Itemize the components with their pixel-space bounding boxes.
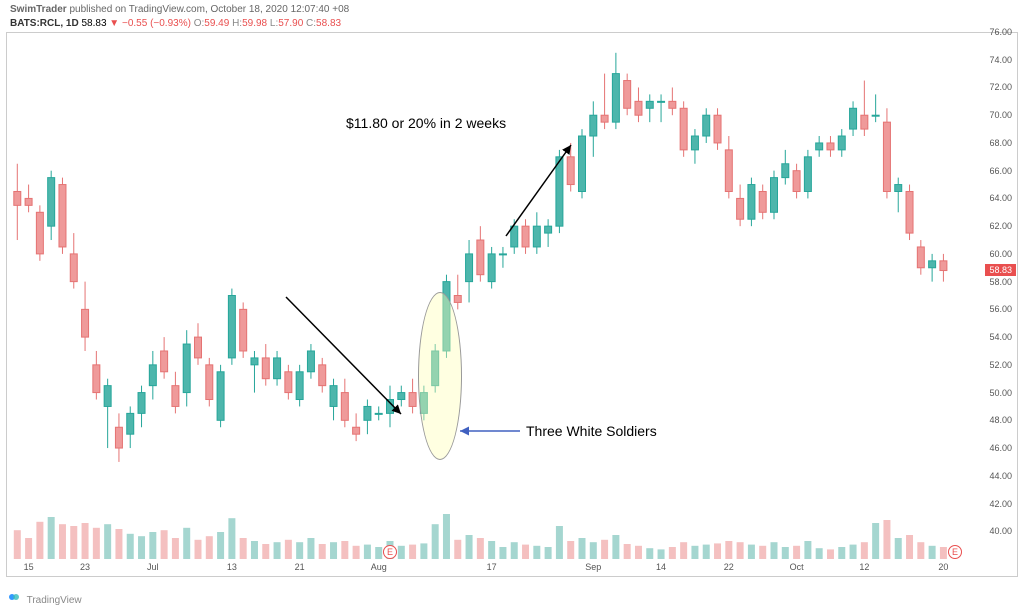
x-tick: 17 <box>487 562 497 572</box>
x-tick: Aug <box>371 562 387 572</box>
c-label: C: <box>306 18 316 29</box>
o-val: 59.49 <box>204 18 229 29</box>
y-tick: 46.00 <box>989 443 1012 453</box>
price-axis[interactable]: 40.00 42.00 44.00 46.00 48.00 50.00 52.00 54.00… <box>968 32 1018 559</box>
y-tick: 70.00 <box>989 110 1012 120</box>
h-val: 59.98 <box>242 18 267 29</box>
y-tick: 52.00 <box>989 360 1012 370</box>
earnings-marker-icon[interactable]: E <box>948 545 962 559</box>
current-price-label: 58.83 <box>985 264 1016 276</box>
x-tick: Oct <box>790 562 804 572</box>
y-tick: 62.00 <box>989 221 1012 231</box>
y-tick: 48.00 <box>989 415 1012 425</box>
x-tick: 23 <box>80 562 90 572</box>
footer-brand: TradingView <box>27 595 82 606</box>
symbol-info: BATS:RCL, 1D 58.83 ▼ −0.55 (−0.93%) O:59… <box>10 18 341 29</box>
chart-area[interactable]: $11.80 or 20% in 2 weeks Three White Sol… <box>6 32 966 559</box>
footer: TradingView <box>8 591 82 606</box>
time-axis[interactable]: 15 23 Jul 13 21 Aug 17 Sep 14 22 Oct 12 20 <box>6 559 966 577</box>
y-tick: 50.00 <box>989 388 1012 398</box>
o-label: O: <box>194 18 205 29</box>
y-tick: 66.00 <box>989 166 1012 176</box>
source: published on TradingView.com, <box>69 4 207 15</box>
x-tick: Jul <box>147 562 159 572</box>
x-tick: 22 <box>724 562 734 572</box>
y-tick: 64.00 <box>989 193 1012 203</box>
timestamp: October 18, 2020 12:07:40 +08 <box>211 4 350 15</box>
y-tick: 58.00 <box>989 277 1012 287</box>
y-tick: 54.00 <box>989 332 1012 342</box>
publisher: SwimTrader <box>10 4 67 15</box>
y-tick: 76.00 <box>989 27 1012 37</box>
x-tick: 13 <box>227 562 237 572</box>
x-tick: 15 <box>24 562 34 572</box>
x-tick: 12 <box>859 562 869 572</box>
y-tick: 68.00 <box>989 138 1012 148</box>
x-tick: 14 <box>656 562 666 572</box>
x-tick: 20 <box>938 562 948 572</box>
pattern-highlight-ellipse <box>418 292 462 460</box>
y-tick: 74.00 <box>989 55 1012 65</box>
y-tick: 42.00 <box>989 499 1012 509</box>
h-label: H: <box>232 18 242 29</box>
candlestick-chart <box>6 32 966 559</box>
l-label: L: <box>270 18 278 29</box>
last-price: 58.83 <box>81 18 106 29</box>
earnings-marker-icon[interactable]: E <box>383 545 397 559</box>
down-arrow-icon: ▼ <box>109 18 119 29</box>
annotation-pattern: Three White Soldiers <box>526 423 657 439</box>
x-tick: 21 <box>295 562 305 572</box>
c-val: 58.83 <box>316 18 341 29</box>
change: −0.55 (−0.93%) <box>122 18 191 29</box>
y-tick: 60.00 <box>989 249 1012 259</box>
y-tick: 56.00 <box>989 304 1012 314</box>
tradingview-logo-icon <box>8 591 20 606</box>
y-tick: 40.00 <box>989 526 1012 536</box>
y-tick: 72.00 <box>989 82 1012 92</box>
x-tick: Sep <box>585 562 601 572</box>
publisher-line: SwimTrader published on TradingView.com,… <box>10 4 349 15</box>
annotation-gain: $11.80 or 20% in 2 weeks <box>346 115 506 131</box>
y-tick: 44.00 <box>989 471 1012 481</box>
l-val: 57.90 <box>278 18 303 29</box>
ticker: BATS:RCL, 1D <box>10 18 79 29</box>
